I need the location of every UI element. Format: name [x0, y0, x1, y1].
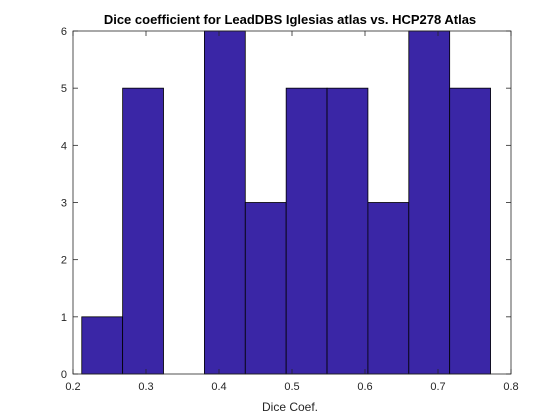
- y-tick-label-1: 1: [61, 312, 67, 324]
- histogram-bar-0: [81, 316, 124, 375]
- bars-group: [81, 30, 491, 375]
- y-tick-label-0: 0: [61, 369, 67, 381]
- y-tick-label-2: 2: [61, 255, 67, 267]
- histogram-bar-9: [449, 87, 491, 375]
- y-tick-label-5: 5: [61, 83, 67, 95]
- x-tick-label-0: 0.2: [65, 381, 80, 393]
- ticks-group: 0.2 0.3 0.4 0.5 0.6 0.7 0.8 0 1 2 3 4 5 6: [61, 26, 519, 393]
- x-tick-label-1: 0.3: [138, 381, 153, 393]
- x-tick-label-5: 0.7: [430, 381, 445, 393]
- x-tick-label-4: 0.6: [357, 381, 372, 393]
- y-tick-label-3: 3: [61, 198, 67, 210]
- y-tick-label-6: 6: [61, 26, 67, 38]
- histogram-bar-3: [203, 30, 246, 375]
- x-tick-label-6: 0.8: [503, 381, 518, 393]
- chart-title: Dice coefficient for LeadDBS Iglesias at…: [104, 12, 476, 27]
- x-tick-label-2: 0.4: [211, 381, 226, 393]
- x-tick-label-3: 0.5: [284, 381, 299, 393]
- y-tick-label-4: 4: [61, 140, 67, 152]
- histogram-bar-1: [122, 87, 164, 375]
- histogram-bar-7: [367, 202, 410, 375]
- histogram-bar-4: [244, 202, 287, 375]
- histogram-bar-8: [408, 30, 451, 375]
- histogram-bar-6: [326, 87, 369, 375]
- x-axis-label: Dice Coef.: [262, 400, 318, 414]
- histogram-bar-5: [285, 87, 328, 375]
